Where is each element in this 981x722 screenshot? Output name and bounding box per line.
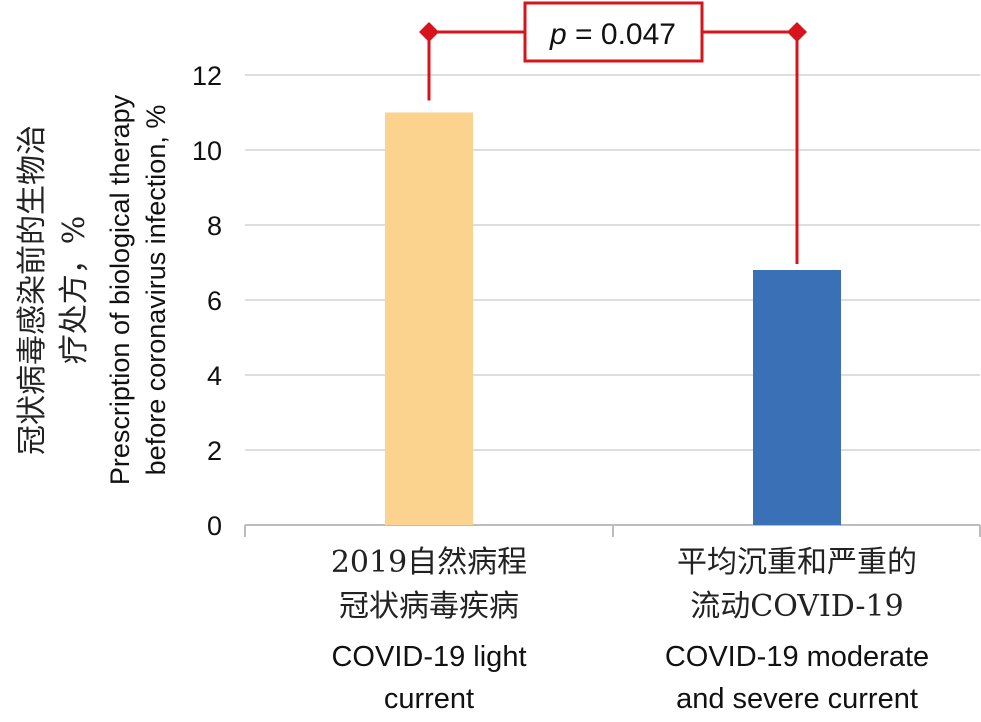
gridlines (244, 74, 981, 537)
p-value-text: = 0.047 (567, 18, 676, 51)
p-value-label: p = 0.047 (549, 18, 676, 51)
y-axis-title-zh-line1: 冠状病毒感染前的生物治 (15, 125, 50, 455)
bar-2 (753, 270, 841, 525)
y-tick-label-10: 10 (192, 136, 222, 166)
category-2-label-zh-line1: 平均沉重和严重的 (677, 545, 917, 580)
y-tick-label-8: 8 (207, 211, 222, 241)
y-tick-label-6: 6 (207, 286, 222, 316)
y-axis-title-en-line1: Prescription of biological therapy (105, 94, 135, 485)
bracket-diamond-2 (787, 22, 807, 42)
y-tick-label-12: 12 (192, 61, 222, 91)
y-axis-title-en-line2: before coronavirus infection, % (141, 105, 171, 476)
p-symbol: p (549, 18, 567, 51)
bars (385, 112, 841, 525)
category-1-label-zh-line1: 2019自然病程 (331, 545, 527, 580)
y-tick-label-2: 2 (207, 436, 222, 466)
y-axis-title-zh-line2: 疗处方，% (57, 216, 92, 365)
category-1-label-zh-line2: 冠状病毒疾病 (339, 589, 519, 624)
bar-1 (385, 112, 473, 525)
category-2-label-en-line2: and severe current (676, 683, 918, 715)
category-1-label-en-line1: COVID-19 light (331, 641, 526, 673)
y-tick-label-4: 4 (207, 361, 222, 391)
y-tick-label-0: 0 (207, 511, 222, 541)
bracket-diamond-1 (419, 22, 439, 42)
category-2-label-en-line1: COVID-19 moderate (665, 641, 929, 673)
p-value-box (523, 1, 704, 63)
significance-bracket (419, 22, 807, 264)
y-axis-ticks: 0 2 4 6 8 10 12 (192, 61, 222, 541)
category-1-label-en-line2: current (384, 683, 474, 715)
category-2-label-zh-line2: 流动COVID-19 (690, 589, 903, 624)
